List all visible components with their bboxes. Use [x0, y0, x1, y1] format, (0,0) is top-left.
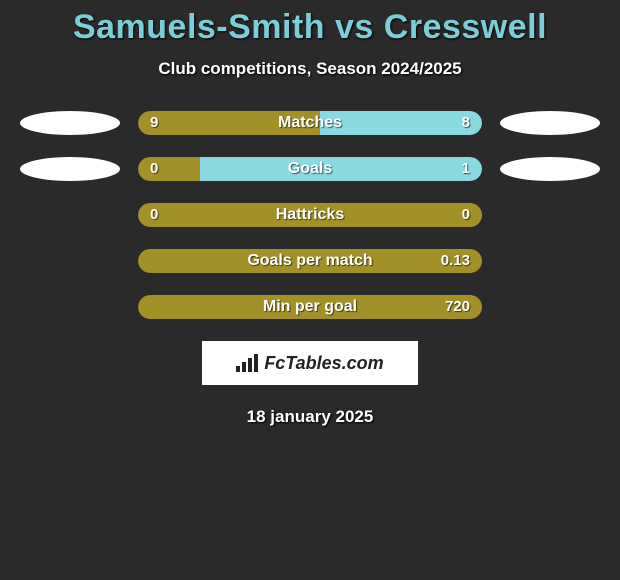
stat-label: Min per goal: [138, 295, 482, 319]
stat-row: 9Matches8: [0, 111, 620, 135]
stat-bar: 0Goals1: [138, 157, 482, 181]
season-subtitle: Club competitions, Season 2024/2025: [0, 59, 620, 79]
stat-bar: 9Matches8: [138, 111, 482, 135]
player-right-ellipse: [500, 157, 600, 181]
stat-value-right: 0: [462, 203, 470, 227]
stat-bar: 0Hattricks0: [138, 203, 482, 227]
stat-row: Min per goal720: [0, 295, 620, 319]
stat-label: Goals per match: [138, 249, 482, 273]
stat-bar: Goals per match0.13: [138, 249, 482, 273]
player-right-ellipse: [500, 111, 600, 135]
stat-label: Matches: [138, 111, 482, 135]
stat-row: Goals per match0.13: [0, 249, 620, 273]
stat-value-right: 1: [462, 157, 470, 181]
stat-row: 0Hattricks0: [0, 203, 620, 227]
stats-list: 9Matches80Goals10Hattricks0Goals per mat…: [0, 111, 620, 319]
stat-value-right: 8: [462, 111, 470, 135]
player-left-ellipse: [20, 111, 120, 135]
player-left-ellipse: [20, 157, 120, 181]
stat-label: Goals: [138, 157, 482, 181]
fctables-label: FcTables.com: [264, 353, 383, 374]
stat-row: 0Goals1: [0, 157, 620, 181]
stat-bar: Min per goal720: [138, 295, 482, 319]
chart-icon: [236, 354, 258, 372]
snapshot-date: 18 january 2025: [0, 407, 620, 427]
stat-value-right: 0.13: [441, 249, 470, 273]
comparison-title: Samuels-Smith vs Cresswell: [0, 8, 620, 47]
stat-value-right: 720: [445, 295, 470, 319]
fctables-badge: FcTables.com: [202, 341, 418, 385]
stat-label: Hattricks: [138, 203, 482, 227]
